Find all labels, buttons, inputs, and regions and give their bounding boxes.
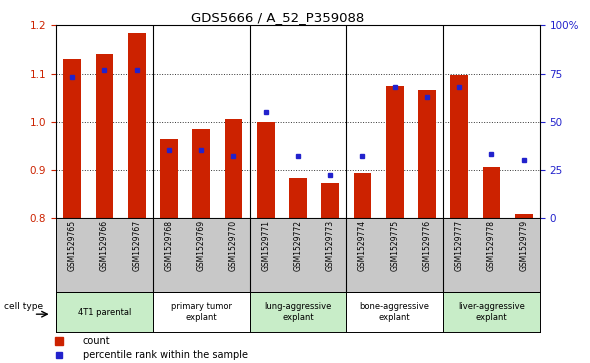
Bar [257, 122, 274, 218]
Text: GSM1529777: GSM1529777 [455, 220, 464, 271]
Text: GSM1529776: GSM1529776 [422, 220, 431, 271]
Text: count: count [83, 336, 110, 346]
Text: cell type: cell type [5, 302, 44, 311]
Bar [128, 33, 146, 218]
Text: GSM1529766: GSM1529766 [100, 220, 109, 271]
Bar [353, 173, 371, 218]
Bar [160, 139, 178, 218]
Text: GSM1529768: GSM1529768 [165, 220, 173, 271]
Bar [483, 167, 500, 218]
Text: 4T1 parental: 4T1 parental [78, 308, 131, 317]
Bar [322, 183, 339, 218]
Text: liver-aggressive
explant: liver-aggressive explant [458, 302, 525, 322]
Text: GSM1529771: GSM1529771 [261, 220, 270, 271]
Bar [250, 292, 346, 332]
Bar [192, 129, 210, 218]
Bar [346, 292, 443, 332]
Text: GSM1529772: GSM1529772 [293, 220, 303, 271]
Text: bone-aggressive
explant: bone-aggressive explant [360, 302, 430, 322]
Bar [289, 178, 307, 218]
Bar [386, 86, 404, 218]
Bar [153, 292, 250, 332]
Bar [56, 292, 153, 332]
Text: percentile rank within the sample: percentile rank within the sample [83, 350, 248, 360]
Bar [418, 90, 436, 218]
Text: GSM1529774: GSM1529774 [358, 220, 367, 271]
Text: GSM1529770: GSM1529770 [229, 220, 238, 271]
Text: GSM1529775: GSM1529775 [390, 220, 399, 271]
Bar [515, 214, 533, 218]
Bar [63, 59, 81, 218]
Bar [450, 75, 468, 218]
Text: lung-aggressive
explant: lung-aggressive explant [264, 302, 332, 322]
Text: GDS5666 / A_52_P359088: GDS5666 / A_52_P359088 [191, 11, 364, 24]
Text: GSM1529773: GSM1529773 [326, 220, 335, 271]
Bar [96, 54, 113, 218]
Bar [443, 292, 540, 332]
Text: primary tumor
explant: primary tumor explant [171, 302, 232, 322]
Text: GSM1529769: GSM1529769 [196, 220, 206, 271]
Text: GSM1529779: GSM1529779 [519, 220, 528, 271]
Bar [225, 119, 242, 218]
Text: GSM1529778: GSM1529778 [487, 220, 496, 271]
Text: GSM1529767: GSM1529767 [132, 220, 141, 271]
Text: GSM1529765: GSM1529765 [68, 220, 77, 271]
